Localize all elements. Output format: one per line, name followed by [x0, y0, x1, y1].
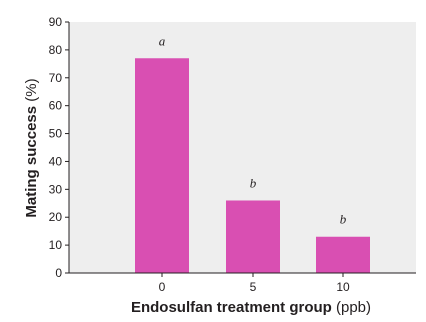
y-axis-title-main: Mating success: [23, 106, 40, 218]
y-tick-label: 30: [49, 182, 63, 196]
y-tick-label: 70: [49, 71, 63, 85]
x-axis-title-main: Endosulfan treatment group: [131, 299, 332, 316]
bars-group: [135, 58, 370, 273]
y-tick-label: 10: [49, 238, 63, 252]
y-axis-title-unit: (%): [23, 78, 40, 101]
y-tick-label: 50: [49, 127, 63, 141]
x-tick-label: 0: [159, 280, 166, 294]
significance-labels: a b b: [159, 33, 347, 226]
bar-10: [316, 236, 370, 273]
y-tick-label: 90: [49, 15, 63, 29]
x-tick-label: 5: [250, 280, 257, 294]
x-axis-title: Endosulfan treatment group (ppb): [131, 299, 371, 316]
x-tick-label: 10: [336, 280, 350, 294]
y-tick-label: 80: [49, 43, 63, 57]
y-axis-title: Mating success (%): [23, 78, 40, 217]
bar-5: [226, 200, 280, 273]
y-tick-label: 40: [49, 154, 63, 168]
significance-label: b: [250, 175, 257, 190]
x-axis-ticks: 0 5 10: [159, 273, 350, 294]
y-axis-ticks: 0 10 20 30 40 50 60 70 80 90: [49, 15, 69, 280]
y-tick-label: 20: [49, 210, 63, 224]
significance-label: a: [159, 33, 166, 48]
significance-label: b: [340, 212, 347, 227]
bar-0: [135, 58, 189, 273]
y-tick-label: 60: [49, 99, 63, 113]
y-tick-label: 0: [55, 266, 62, 280]
x-axis-title-unit: (ppb): [336, 299, 371, 316]
